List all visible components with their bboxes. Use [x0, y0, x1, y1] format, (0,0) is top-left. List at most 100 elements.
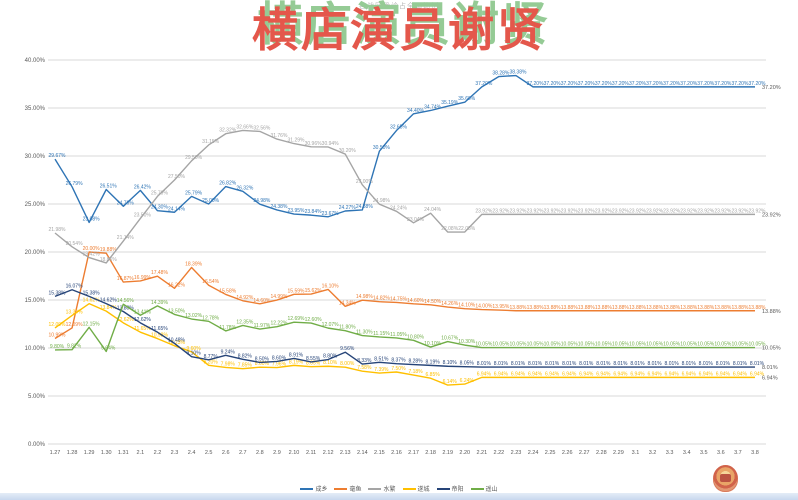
x-tick-label: 3.4 [683, 450, 691, 456]
legend-label: 遂城 [417, 487, 430, 493]
data-label: 8.50% [255, 356, 270, 362]
legend-swatch [470, 487, 484, 490]
series-line-水繁 [54, 129, 755, 264]
x-tick-label: 2.25 [545, 450, 556, 456]
legend-swatch [402, 487, 416, 490]
data-label: 10.80% [407, 334, 425, 340]
x-tick-label: 2.18 [425, 450, 436, 456]
series-end-label: 37.20% [762, 85, 781, 91]
data-label: 19.88% [100, 247, 118, 253]
data-label: 12.09% [66, 322, 84, 328]
data-label: 27.50% [168, 174, 186, 180]
data-label: 8.55% [306, 356, 321, 362]
data-label: 23.92% [475, 208, 493, 214]
data-label: 20.54% [66, 241, 84, 247]
data-label: 6.94% [647, 371, 662, 377]
x-tick-label: 2.17 [408, 450, 419, 456]
legend-label: 帝阳 [451, 487, 464, 493]
series-end-label: 23.92% [762, 212, 781, 218]
data-label: 23.92% [544, 208, 562, 214]
x-tick-label: 2.10 [289, 450, 300, 456]
data-label: 10.05% [509, 342, 527, 348]
data-label: 30.94% [322, 141, 340, 147]
x-tick-label: 2.26 [562, 450, 573, 456]
x-tick-label: 1.28 [67, 450, 78, 456]
data-label: 6.94% [511, 371, 526, 377]
data-label: 8.01% [665, 361, 680, 367]
data-label: 12.78% [202, 315, 220, 321]
x-tick-label: 2.21 [476, 450, 487, 456]
data-label: 6.94% [699, 371, 714, 377]
y-tick-label: 15.00% [25, 298, 46, 304]
data-label: 14.50% [424, 299, 442, 305]
data-label: 31.15% [202, 139, 220, 145]
x-tick-label: 1.29 [84, 450, 95, 456]
data-label: 8.00% [340, 361, 355, 367]
legend-item-遂城[interactable]: 遂城 [402, 484, 430, 493]
x-tick-label: 2.16 [391, 450, 402, 456]
data-label: 10.23% [168, 340, 186, 346]
data-label: 15.38% [83, 290, 101, 296]
legend-label: 水繁 [383, 487, 396, 493]
data-label: 10.98% [151, 333, 169, 339]
data-label: 8.05% [306, 361, 321, 367]
data-label: 25.79% [151, 190, 169, 196]
data-label: 23.92% [663, 208, 681, 214]
data-label: 9.60% [186, 346, 201, 352]
y-tick-label: 20.00% [25, 250, 46, 256]
data-label: 14.60% [407, 298, 425, 304]
data-label: 6.94% [750, 371, 765, 377]
data-label: 6.94% [682, 371, 697, 377]
data-label: 7.96% [272, 362, 287, 368]
data-label: 8.01% [699, 361, 714, 367]
data-label: 13.88% [697, 305, 715, 311]
data-label: 8.37% [391, 358, 406, 364]
data-label: 16.10% [322, 283, 340, 289]
data-label: 24.30% [151, 205, 169, 211]
data-label: 13.41% [134, 309, 152, 315]
data-label: 7.98% [221, 361, 236, 367]
x-tick-label: 3.6 [717, 450, 725, 456]
x-tick-label: 2.22 [494, 450, 505, 456]
data-label: 8.10% [443, 360, 458, 366]
x-tick-label: 2.11 [306, 450, 316, 456]
data-label: 10.05% [663, 342, 681, 348]
data-label: 17.48% [151, 270, 169, 276]
data-label: 10.05% [492, 342, 510, 348]
data-label: 16.07% [66, 284, 84, 290]
data-label: 8.82% [238, 353, 253, 359]
legend: 成乡 毫鱼 水繁 遂城 帝阳 遥山 [0, 484, 798, 493]
data-label: 37.20% [629, 81, 647, 87]
data-label: 23.92% [731, 208, 749, 214]
data-label: 8.28% [408, 359, 423, 365]
data-label: 9.56% [340, 346, 355, 352]
legend-label: 毫鱼 [349, 487, 362, 493]
data-label: 6.24% [460, 378, 475, 384]
data-label: 8.01% [613, 361, 628, 367]
data-label: 24.24% [390, 205, 408, 211]
x-tick-label: 2.27 [579, 450, 590, 456]
data-label: 31.29% [288, 138, 306, 144]
data-label: 12.07% [322, 322, 340, 328]
legend-swatch [368, 487, 382, 490]
legend-item-遥山[interactable]: 遥山 [470, 484, 498, 493]
legend-item-帝阳[interactable]: 帝阳 [436, 484, 464, 493]
data-label: 8.00% [255, 361, 270, 367]
data-label: 8.01% [528, 361, 543, 367]
data-label: 13.88% [612, 305, 630, 311]
y-tick-label: 25.00% [25, 202, 46, 208]
data-label: 16.22% [168, 282, 186, 288]
legend-item-成乡[interactable]: 成乡 [300, 484, 327, 493]
legend-item-毫鱼[interactable]: 毫鱼 [334, 484, 361, 493]
data-label: 34.40% [407, 108, 425, 114]
x-tick-label: 2.29 [613, 450, 624, 456]
legend-item-水繁[interactable]: 水繁 [368, 484, 396, 493]
data-label: 10.05% [680, 342, 698, 348]
data-label: 14.39% [151, 300, 169, 306]
data-label: 10.05% [714, 342, 732, 348]
data-label: 37.20% [595, 81, 613, 87]
x-tick-label: 2.24 [528, 450, 539, 456]
data-label: 26.32% [236, 185, 254, 191]
data-label: 10.05% [749, 342, 767, 348]
series-line-遂城 [54, 302, 755, 386]
